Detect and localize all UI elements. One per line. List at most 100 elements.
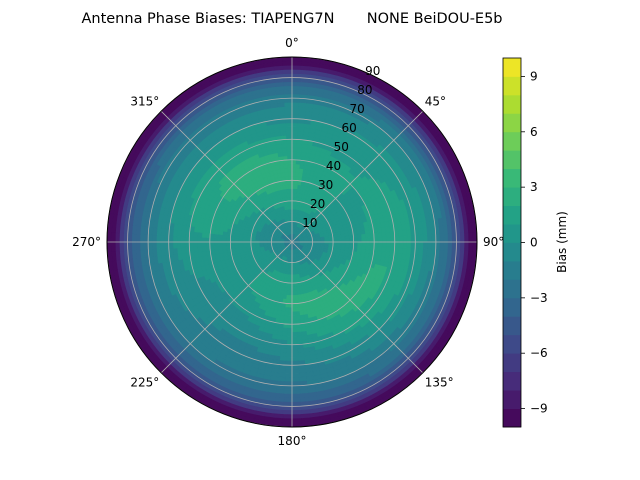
contour-cell	[164, 235, 170, 243]
contour-cell	[131, 233, 137, 243]
contour-cell	[291, 319, 297, 325]
contour-cell	[193, 246, 199, 253]
contour-cell	[283, 397, 293, 403]
contour-cell	[423, 234, 428, 243]
contour-cell	[291, 138, 298, 144]
contour-cell	[285, 364, 293, 370]
contour-cell	[291, 323, 297, 329]
contour-cell	[295, 315, 301, 321]
contour-cell	[217, 245, 223, 251]
contour-cell	[291, 143, 298, 148]
contour-cell	[284, 377, 293, 383]
contour-cell	[197, 246, 203, 253]
contour-cell	[225, 238, 231, 243]
contour-cell	[286, 344, 293, 350]
contour-cell	[291, 114, 299, 120]
contour-cell	[291, 163, 297, 169]
contour-cell	[377, 232, 383, 238]
contour-cell	[283, 93, 293, 99]
contour-cell	[291, 340, 298, 346]
contour-cell	[135, 233, 141, 243]
contour-cell	[285, 130, 293, 136]
contour-cell	[418, 234, 424, 243]
contour-cell	[184, 241, 190, 248]
contour-cell	[286, 134, 293, 140]
contour-cell	[460, 241, 465, 252]
contour-cell	[234, 244, 240, 249]
contour-cell	[382, 241, 387, 248]
contour-cell	[377, 236, 383, 243]
contour-cell	[390, 241, 396, 248]
contour-cell	[291, 295, 296, 300]
contour-cell	[168, 235, 174, 243]
contour-cell	[282, 327, 288, 333]
contour-cell	[143, 233, 149, 243]
contour-cell	[439, 241, 445, 251]
contour-cell	[373, 241, 379, 247]
contour-cell	[283, 163, 289, 169]
contour-cell	[217, 237, 223, 243]
contour-cell	[288, 307, 293, 313]
contour-cell	[349, 238, 354, 243]
contour-cell	[281, 331, 288, 337]
contour-cell	[406, 241, 412, 249]
contour-cell	[213, 241, 219, 247]
contour-cell	[209, 237, 215, 243]
contour-cell	[291, 307, 296, 313]
contour-cell	[282, 410, 293, 415]
contour-cell	[147, 241, 153, 250]
contour-cell	[288, 180, 293, 185]
contour-cell	[357, 238, 363, 243]
contour-cell	[281, 143, 288, 149]
contour-cell	[291, 360, 299, 366]
contour-cell	[285, 118, 293, 124]
contour-cell	[131, 241, 137, 251]
contour-cell	[447, 233, 453, 243]
contour-cell	[296, 143, 303, 149]
contour-cell	[291, 167, 297, 173]
contour-cell	[361, 237, 367, 243]
contour-cell	[281, 335, 288, 341]
contour-cell	[296, 327, 302, 333]
contour-cell	[296, 147, 303, 153]
contour-cell	[213, 245, 219, 251]
contour-cell	[386, 236, 391, 243]
contour-cell	[369, 241, 375, 247]
contour-cell	[147, 234, 153, 243]
contour-cell	[394, 241, 400, 248]
contour-cell	[361, 233, 367, 239]
polar-axes: 0°45°90°135°180°225°270°315° 10203040506…	[72, 36, 504, 448]
contour-cell	[225, 244, 231, 250]
contour-cell	[291, 385, 301, 391]
contour-cell	[284, 171, 289, 177]
contour-cell	[156, 234, 161, 243]
contour-cell	[135, 241, 141, 251]
contour-cell	[285, 360, 293, 366]
contour-cell	[431, 234, 437, 243]
contour-cell	[291, 393, 301, 399]
contour-cell	[291, 290, 296, 296]
contour-cell	[123, 232, 129, 243]
contour-cell	[188, 241, 194, 248]
contour-cell	[291, 89, 301, 95]
contour-cell	[365, 237, 371, 243]
contour-cell	[455, 241, 461, 252]
contour-cell	[283, 89, 293, 95]
contour-cell	[291, 159, 297, 165]
contour-cell	[291, 93, 301, 99]
contour-cell	[285, 348, 293, 354]
contour-cell	[291, 299, 296, 304]
contour-cell	[201, 236, 207, 243]
contour-cell	[184, 236, 190, 243]
contour-cell	[291, 110, 300, 116]
contour-cell	[282, 151, 288, 157]
contour-cell	[288, 184, 293, 189]
contour-cell	[156, 241, 161, 250]
contour-cell	[176, 235, 182, 243]
contour-cell	[348, 235, 354, 240]
contour-cell	[357, 234, 363, 239]
contour-cell	[431, 241, 437, 250]
contour-cell	[294, 298, 299, 304]
contour-cell	[291, 344, 298, 350]
contour-cell	[291, 315, 297, 321]
